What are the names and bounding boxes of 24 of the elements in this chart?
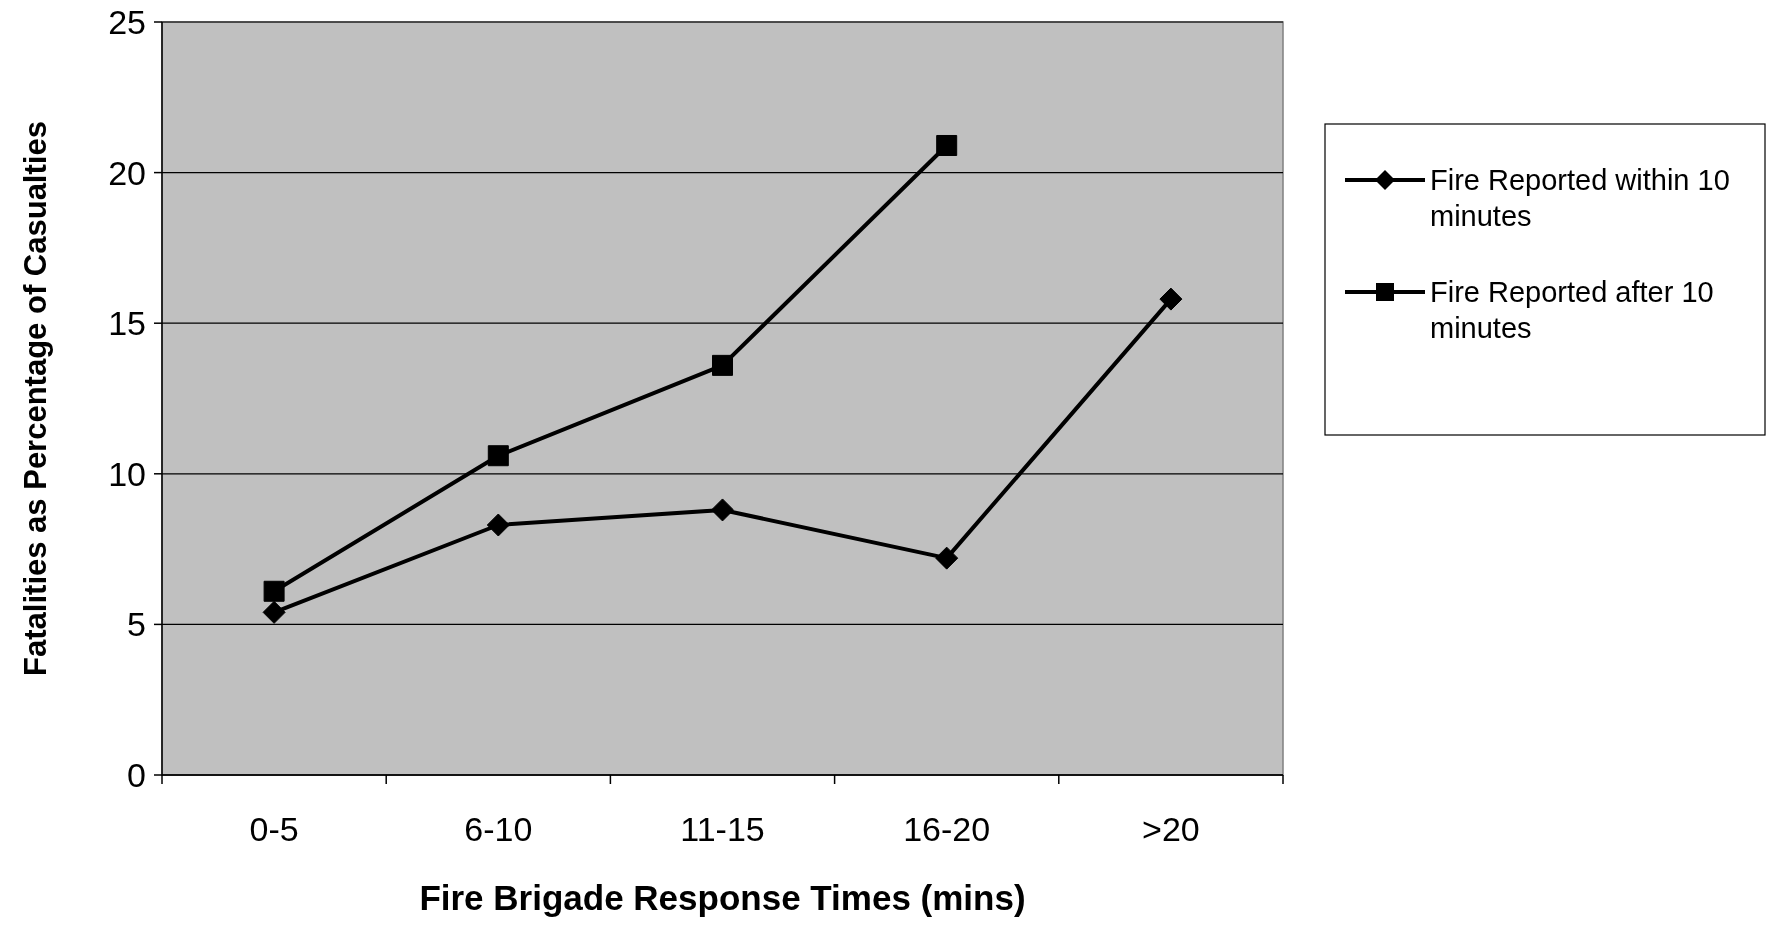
y-tick-label: 20	[108, 153, 146, 192]
legend-label: Fire Reported within 10 minutes	[1430, 164, 1730, 233]
point	[487, 445, 509, 467]
x-tick-label: >20	[1142, 810, 1200, 848]
point	[263, 580, 285, 602]
point	[712, 354, 733, 376]
point	[935, 546, 959, 570]
point	[486, 513, 510, 537]
y-tick-label: 0	[127, 755, 146, 794]
legend-label: Fire Reported after 10 minutes	[1430, 276, 1714, 345]
x-tick-label: 11-15	[680, 810, 765, 848]
y-tick-label: 15	[108, 304, 146, 343]
y-axis-title: Fatalities as Percentage of Casualties	[18, 121, 53, 676]
point	[936, 134, 958, 156]
y-tick-label: 5	[127, 605, 146, 644]
x-axis-title: Fire Brigade Response Times (mins)	[419, 878, 1026, 917]
y-tick-label: 25	[108, 2, 146, 41]
x-tick-label: 16-20	[903, 810, 991, 848]
point	[262, 600, 286, 624]
x-tick-label: 0-5	[249, 810, 299, 848]
point	[1159, 287, 1183, 311]
x-tick-label: 6-10	[464, 810, 533, 848]
point	[711, 498, 734, 522]
y-tick-label: 10	[108, 454, 146, 493]
